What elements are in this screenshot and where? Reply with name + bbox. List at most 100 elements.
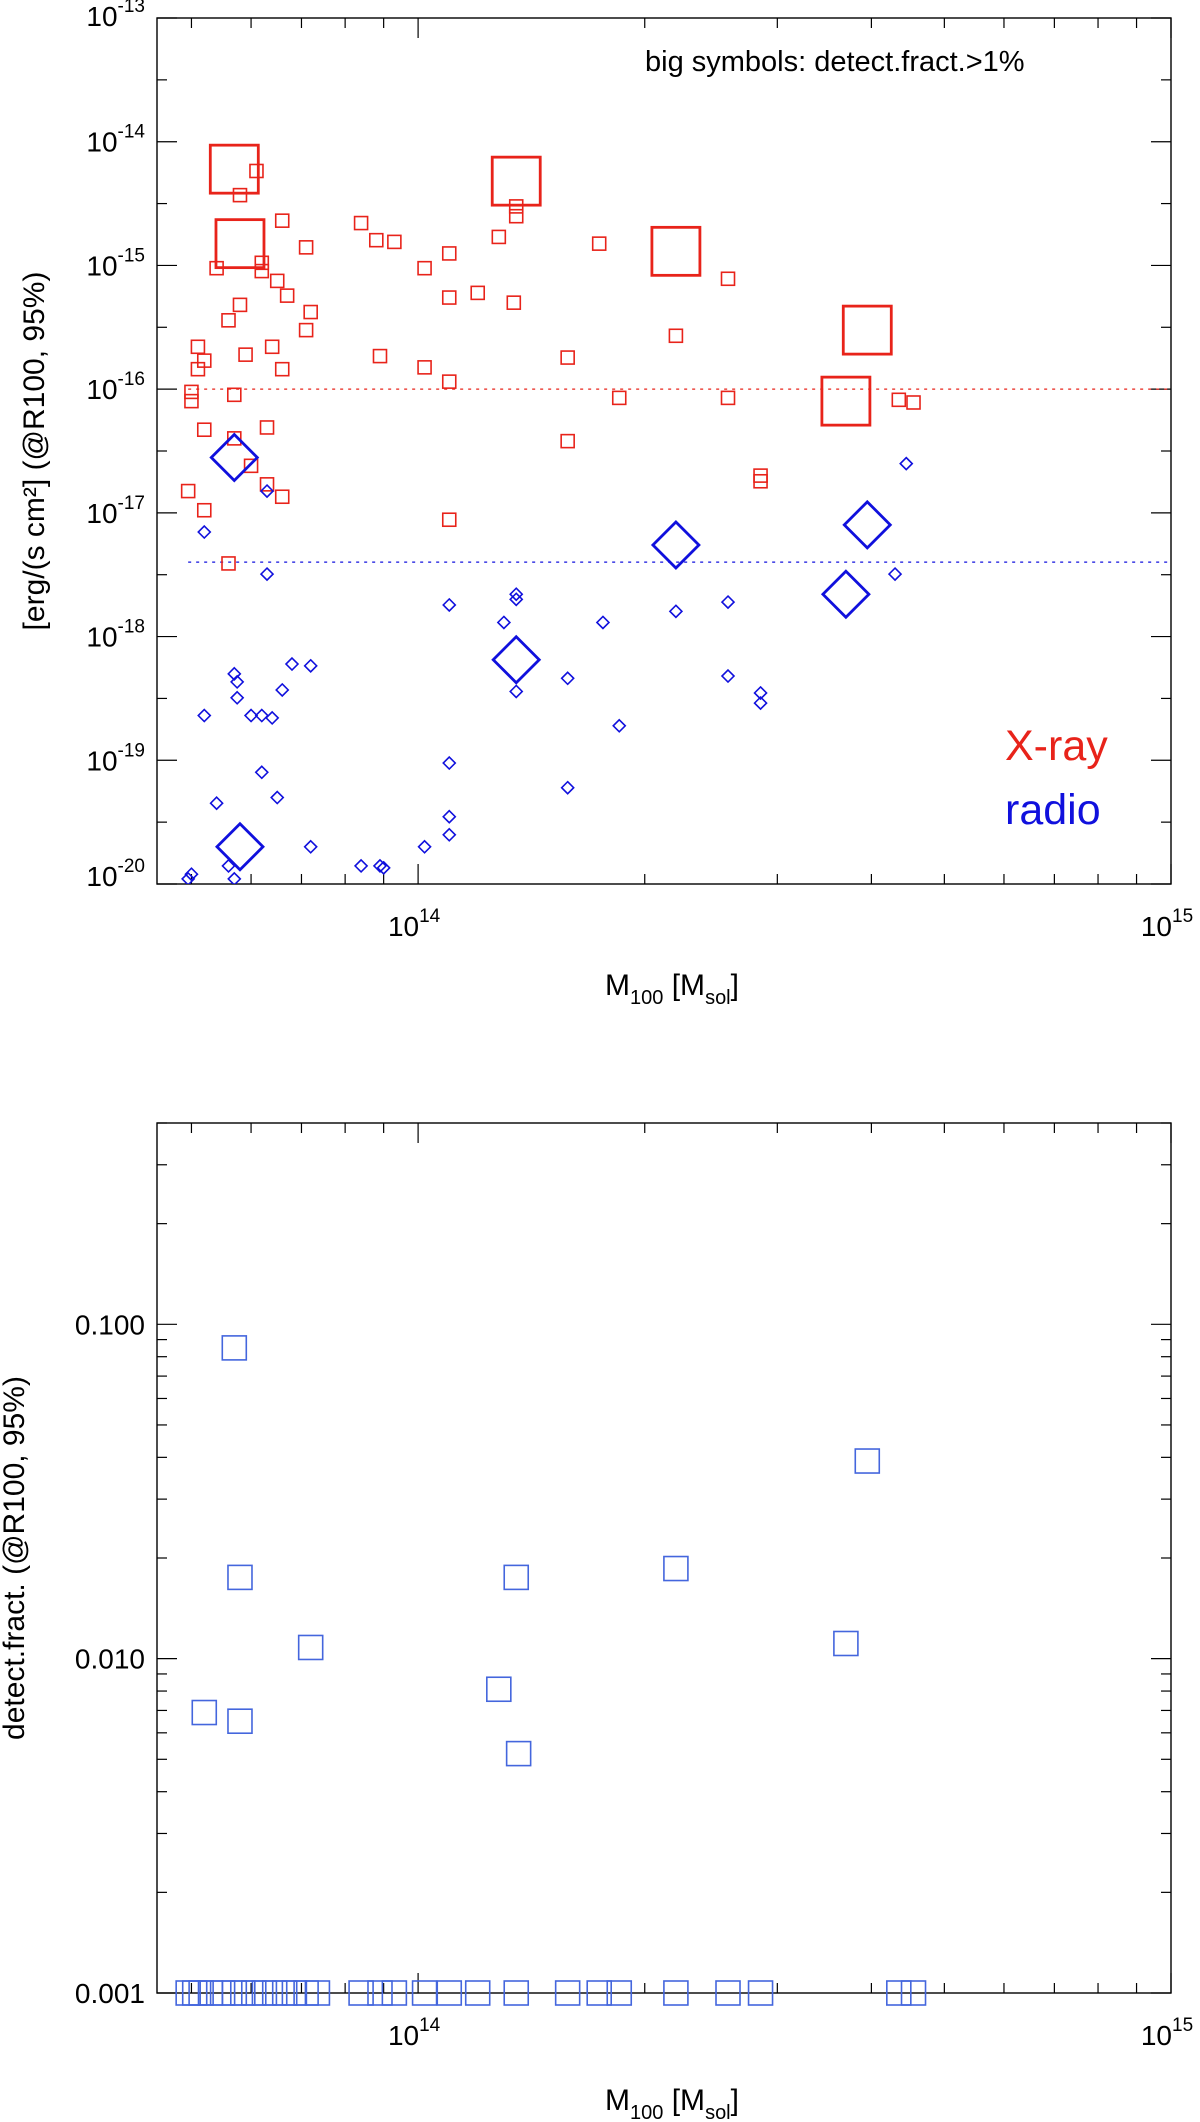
- detect-fract-point: [304, 1980, 331, 2006]
- radio-point: [509, 587, 524, 602]
- xray-point: [254, 255, 270, 271]
- xray-point: [184, 384, 199, 400]
- radio-point: [215, 821, 265, 872]
- radio-point: [221, 858, 236, 874]
- xray-point: [190, 339, 206, 355]
- detect-fract-point: [747, 1980, 774, 2006]
- xray-point: [353, 215, 369, 231]
- xray-point: [184, 393, 199, 409]
- xray-point: [298, 322, 314, 338]
- y-tick-label: 0.100: [75, 1309, 145, 1340]
- radio-point: [230, 674, 245, 690]
- xray-point: [208, 143, 260, 195]
- y-tick-label: 10-18: [86, 617, 145, 653]
- xray-point: [441, 512, 457, 528]
- xray-point: [259, 477, 275, 492]
- radio-point: [491, 634, 542, 685]
- xray-point: [441, 374, 457, 389]
- radio-point: [259, 566, 275, 582]
- radio-point: [254, 765, 269, 780]
- radio-point: [376, 860, 391, 876]
- radio-point: [842, 499, 893, 550]
- xray-point: [214, 218, 266, 270]
- xray-point: [249, 163, 264, 179]
- detect-fract-point: [606, 1980, 633, 2006]
- detect-fract-point: [833, 1630, 859, 1657]
- radio-point: [720, 594, 736, 610]
- xray-point: [221, 556, 236, 571]
- radio-point: [243, 708, 259, 723]
- xray-point: [668, 328, 684, 344]
- radio-point: [442, 827, 457, 842]
- radio-point: [668, 604, 684, 619]
- xray-point: [226, 431, 242, 446]
- radio-point: [181, 871, 196, 884]
- xray-point: [254, 263, 270, 279]
- detect-fract-point: [381, 1980, 408, 2006]
- detect-fract-point: [486, 1676, 512, 1703]
- xray-point: [196, 422, 212, 438]
- xray-point: [226, 387, 242, 403]
- y-tick-label: 10-20: [86, 856, 145, 892]
- radio-point: [265, 710, 280, 726]
- radio-point: [303, 839, 318, 854]
- xray-point: [368, 232, 384, 248]
- radio-point: [887, 566, 903, 582]
- xray-point: [470, 285, 486, 301]
- radio-point: [209, 432, 260, 483]
- xray-point: [820, 375, 872, 427]
- detect-fract-point: [900, 1980, 927, 2006]
- xray-point: [221, 313, 236, 328]
- x-axis-title: M100 [Msol]: [605, 969, 739, 1009]
- xray-point: [298, 240, 314, 255]
- xray-point: [264, 339, 280, 355]
- xray-point: [274, 361, 290, 377]
- xray-point: [591, 236, 607, 251]
- xray-point: [232, 187, 248, 203]
- detect-fract-point: [505, 1740, 532, 1767]
- xray-point: [209, 260, 224, 276]
- detect-fract-point: [886, 1980, 912, 2006]
- detect-fract-point: [436, 1980, 463, 2006]
- radio-point: [820, 569, 871, 620]
- detect-fract-point: [221, 1335, 248, 1361]
- x-tick-label: 1014: [388, 906, 441, 942]
- detect-fract-point: [715, 1980, 741, 2006]
- radio-point: [353, 858, 369, 874]
- detect-fract-point: [348, 1980, 374, 2006]
- radio-point: [753, 685, 768, 701]
- y-axis-title: [erg/(s cm²] (@R100, 95%): [18, 272, 51, 631]
- radio-point: [259, 483, 275, 499]
- y-tick-label: 10-14: [86, 122, 145, 158]
- radio-point: [595, 615, 611, 630]
- radio-point: [270, 790, 285, 805]
- detect-fract-point: [227, 1708, 253, 1735]
- xray-point: [417, 260, 432, 276]
- radio-point: [227, 871, 242, 884]
- y-tick-label: 10-15: [86, 245, 145, 281]
- xray-point: [508, 208, 524, 224]
- xray-point: [190, 361, 206, 377]
- radio-point: [442, 597, 457, 613]
- radio-point: [753, 695, 768, 711]
- radio-point: [496, 615, 512, 630]
- radio-point: [197, 524, 212, 540]
- xray-point: [753, 473, 768, 489]
- radio-point: [197, 708, 212, 723]
- radio-point: [442, 809, 457, 824]
- xray-point: [196, 502, 212, 518]
- y-tick-label: 10-16: [86, 369, 145, 405]
- radio-point: [184, 867, 199, 882]
- radio-point: [284, 656, 300, 672]
- detect-fract-point: [367, 1980, 393, 2006]
- xray-point: [720, 390, 736, 406]
- xray-point: [753, 468, 768, 483]
- xray-point: [243, 458, 259, 474]
- radio-point: [560, 780, 575, 795]
- radio-point: [254, 708, 269, 723]
- y-tick-label: 10-17: [86, 493, 145, 529]
- detect-fract-point: [191, 1699, 218, 1726]
- x-axis-title: M100 [Msol]: [605, 2084, 739, 2122]
- xray-point: [180, 483, 196, 499]
